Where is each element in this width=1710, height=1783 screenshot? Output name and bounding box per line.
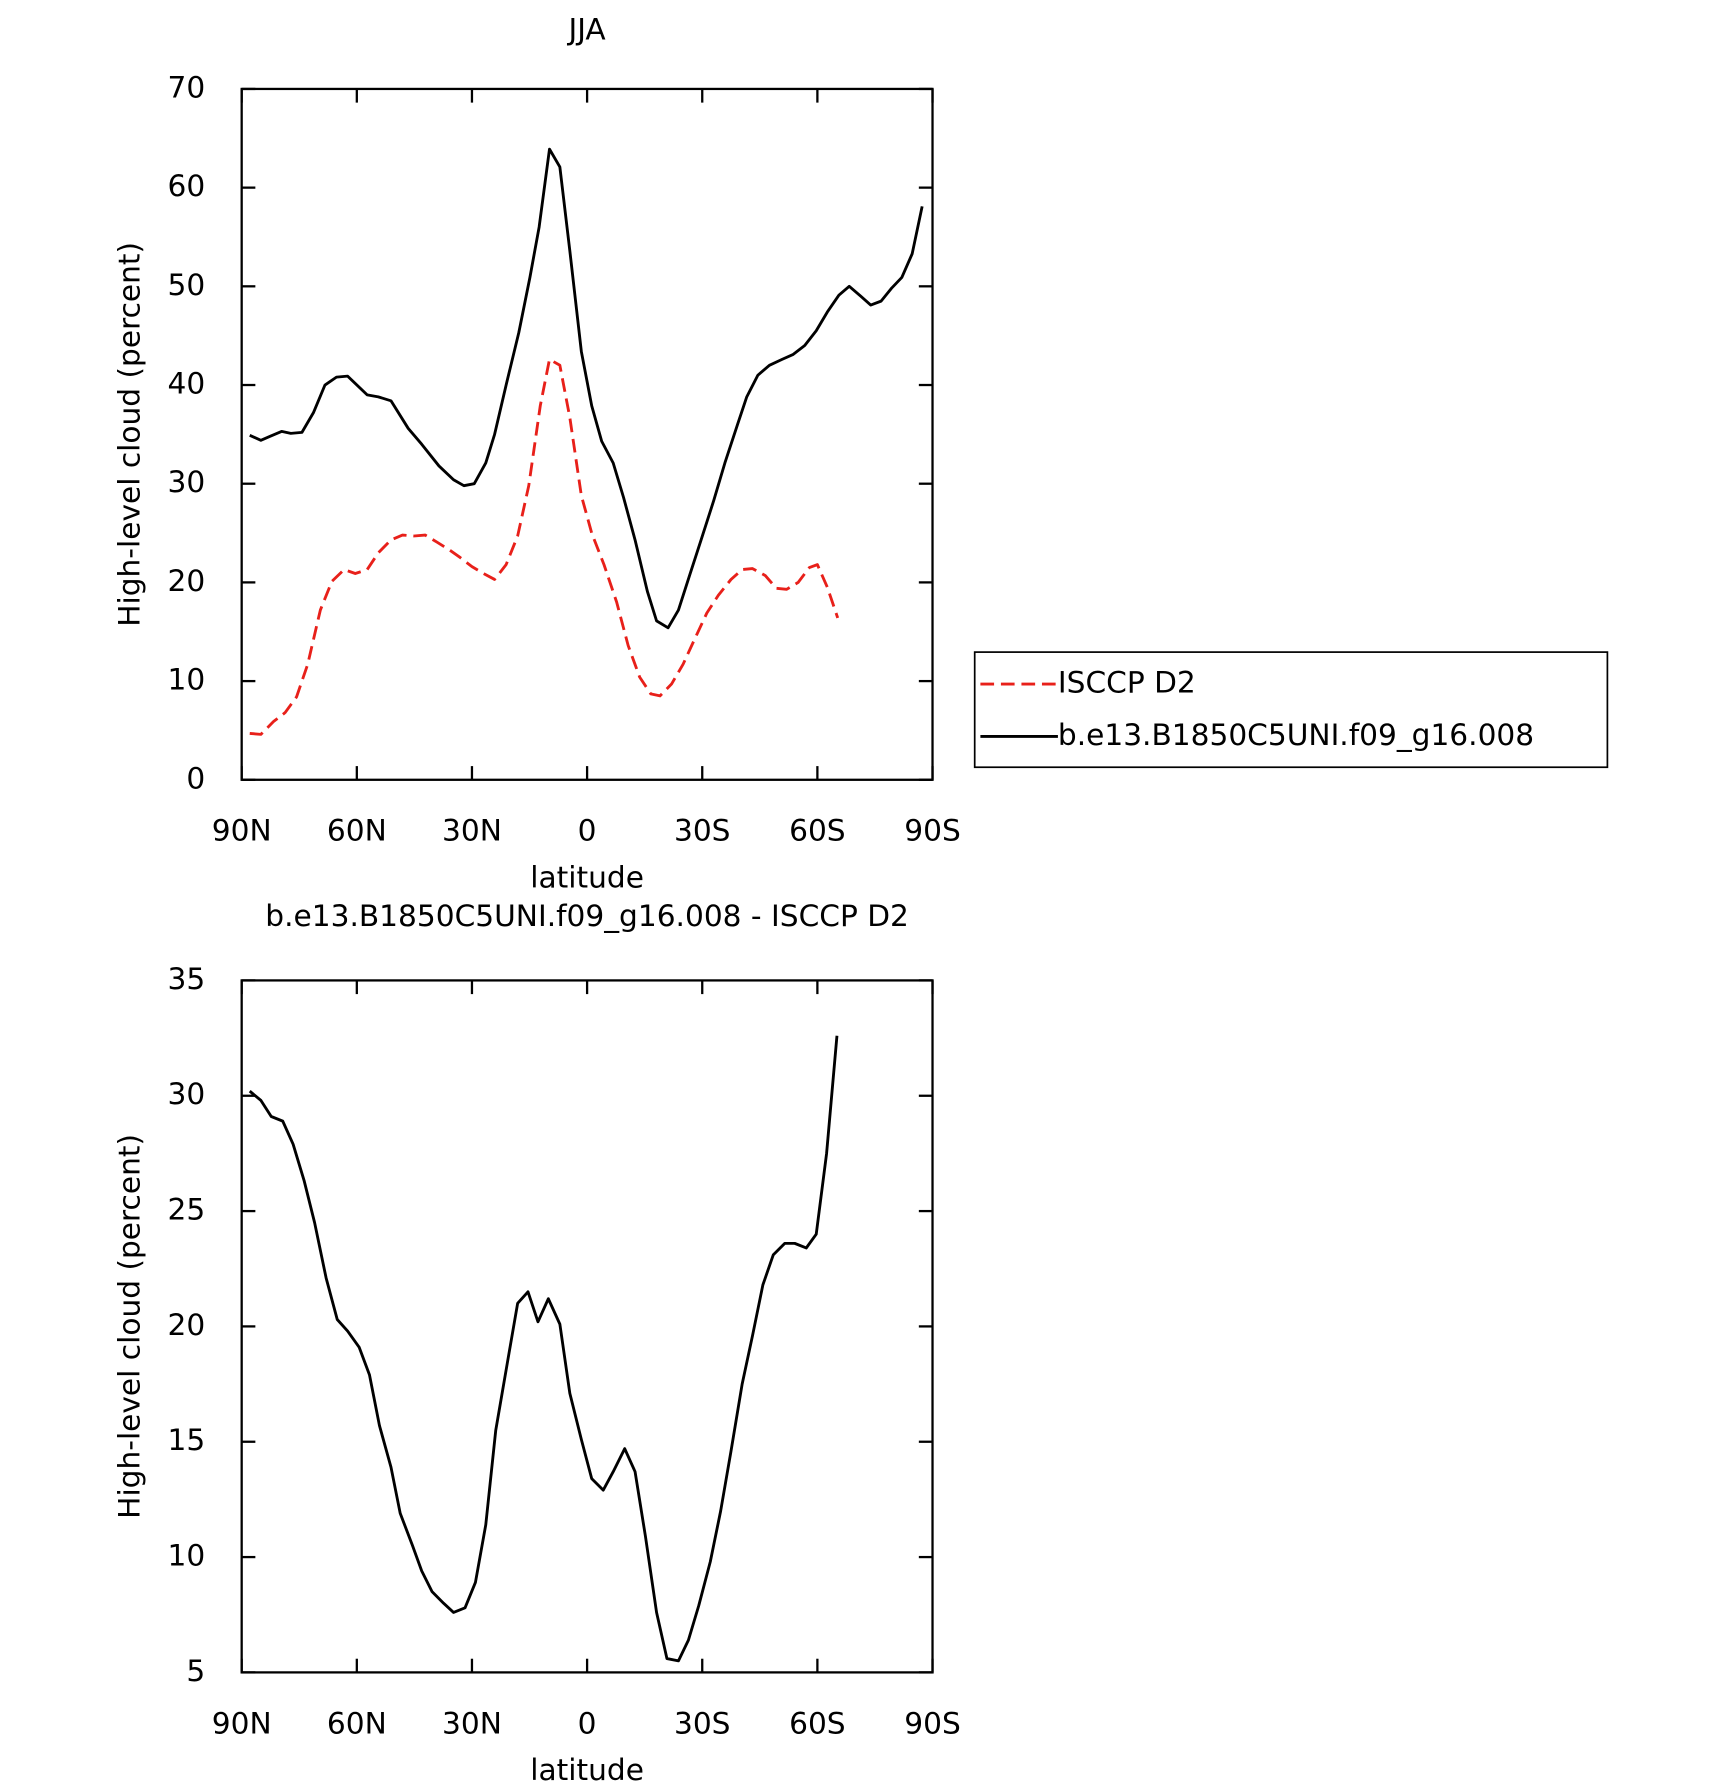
y-axis-label: High-level cloud (percent) — [112, 242, 147, 627]
y-tick-label: 10 — [167, 1538, 205, 1573]
x-tick-label: 30S — [674, 1705, 731, 1740]
y-tick-label: 20 — [167, 563, 205, 598]
x-tick-label: 90S — [904, 813, 961, 848]
y-tick-label: 60 — [167, 168, 205, 203]
y-tick-label: 20 — [167, 1307, 205, 1342]
x-tick-label: 90N — [212, 1705, 272, 1740]
y-tick-label: 10 — [167, 662, 205, 697]
y-axis-label: High-level cloud (percent) — [112, 1134, 147, 1519]
legend-label: ISCCP D2 — [1058, 665, 1196, 700]
y-tick-label: 40 — [167, 366, 205, 401]
plot-frame — [240, 979, 934, 1674]
legend-label: b.e13.B1850C5UNI.f09_g16.008 — [1058, 717, 1534, 752]
data-line — [248, 1035, 839, 1663]
x-tick-label: 60S — [789, 1705, 846, 1740]
x-tick-label: 0 — [578, 1705, 597, 1740]
legend: ISCCP D2 b.e13.B1850C5UNI.f09_g16.008 — [973, 651, 1609, 769]
x-axis-label: latitude — [530, 859, 644, 894]
chart-title: b.e13.B1850C5UNI.f09_g16.008 - ISCCP D2 — [265, 898, 909, 933]
y-tick-label: 15 — [167, 1422, 205, 1457]
x-tick-label: 30S — [674, 813, 731, 848]
y-tick-label: 35 — [167, 961, 205, 996]
y-tick-label: 0 — [186, 760, 205, 795]
y-tick-label: 70 — [167, 69, 205, 104]
x-tick-label: 60N — [327, 1705, 387, 1740]
x-tick-label: 60N — [327, 813, 387, 848]
chart-title: JJA — [566, 11, 606, 46]
plot-frame — [240, 87, 934, 781]
y-tick-label: 50 — [167, 267, 205, 302]
y-tick-label: 30 — [167, 464, 205, 499]
y-tick-label: 5 — [186, 1653, 205, 1688]
data-line — [249, 147, 924, 630]
y-tick-label: 30 — [167, 1076, 205, 1111]
x-tick-label: 90N — [212, 813, 272, 848]
data-line — [249, 357, 840, 736]
x-axis-label: latitude — [530, 1752, 644, 1783]
x-tick-label: 90S — [904, 1705, 961, 1740]
x-tick-label: 0 — [578, 813, 597, 848]
x-tick-label: 60S — [789, 813, 846, 848]
y-tick-label: 25 — [167, 1192, 205, 1227]
x-tick-label: 30N — [442, 1705, 502, 1740]
legend-box — [973, 651, 1609, 769]
x-tick-label: 30N — [442, 813, 502, 848]
